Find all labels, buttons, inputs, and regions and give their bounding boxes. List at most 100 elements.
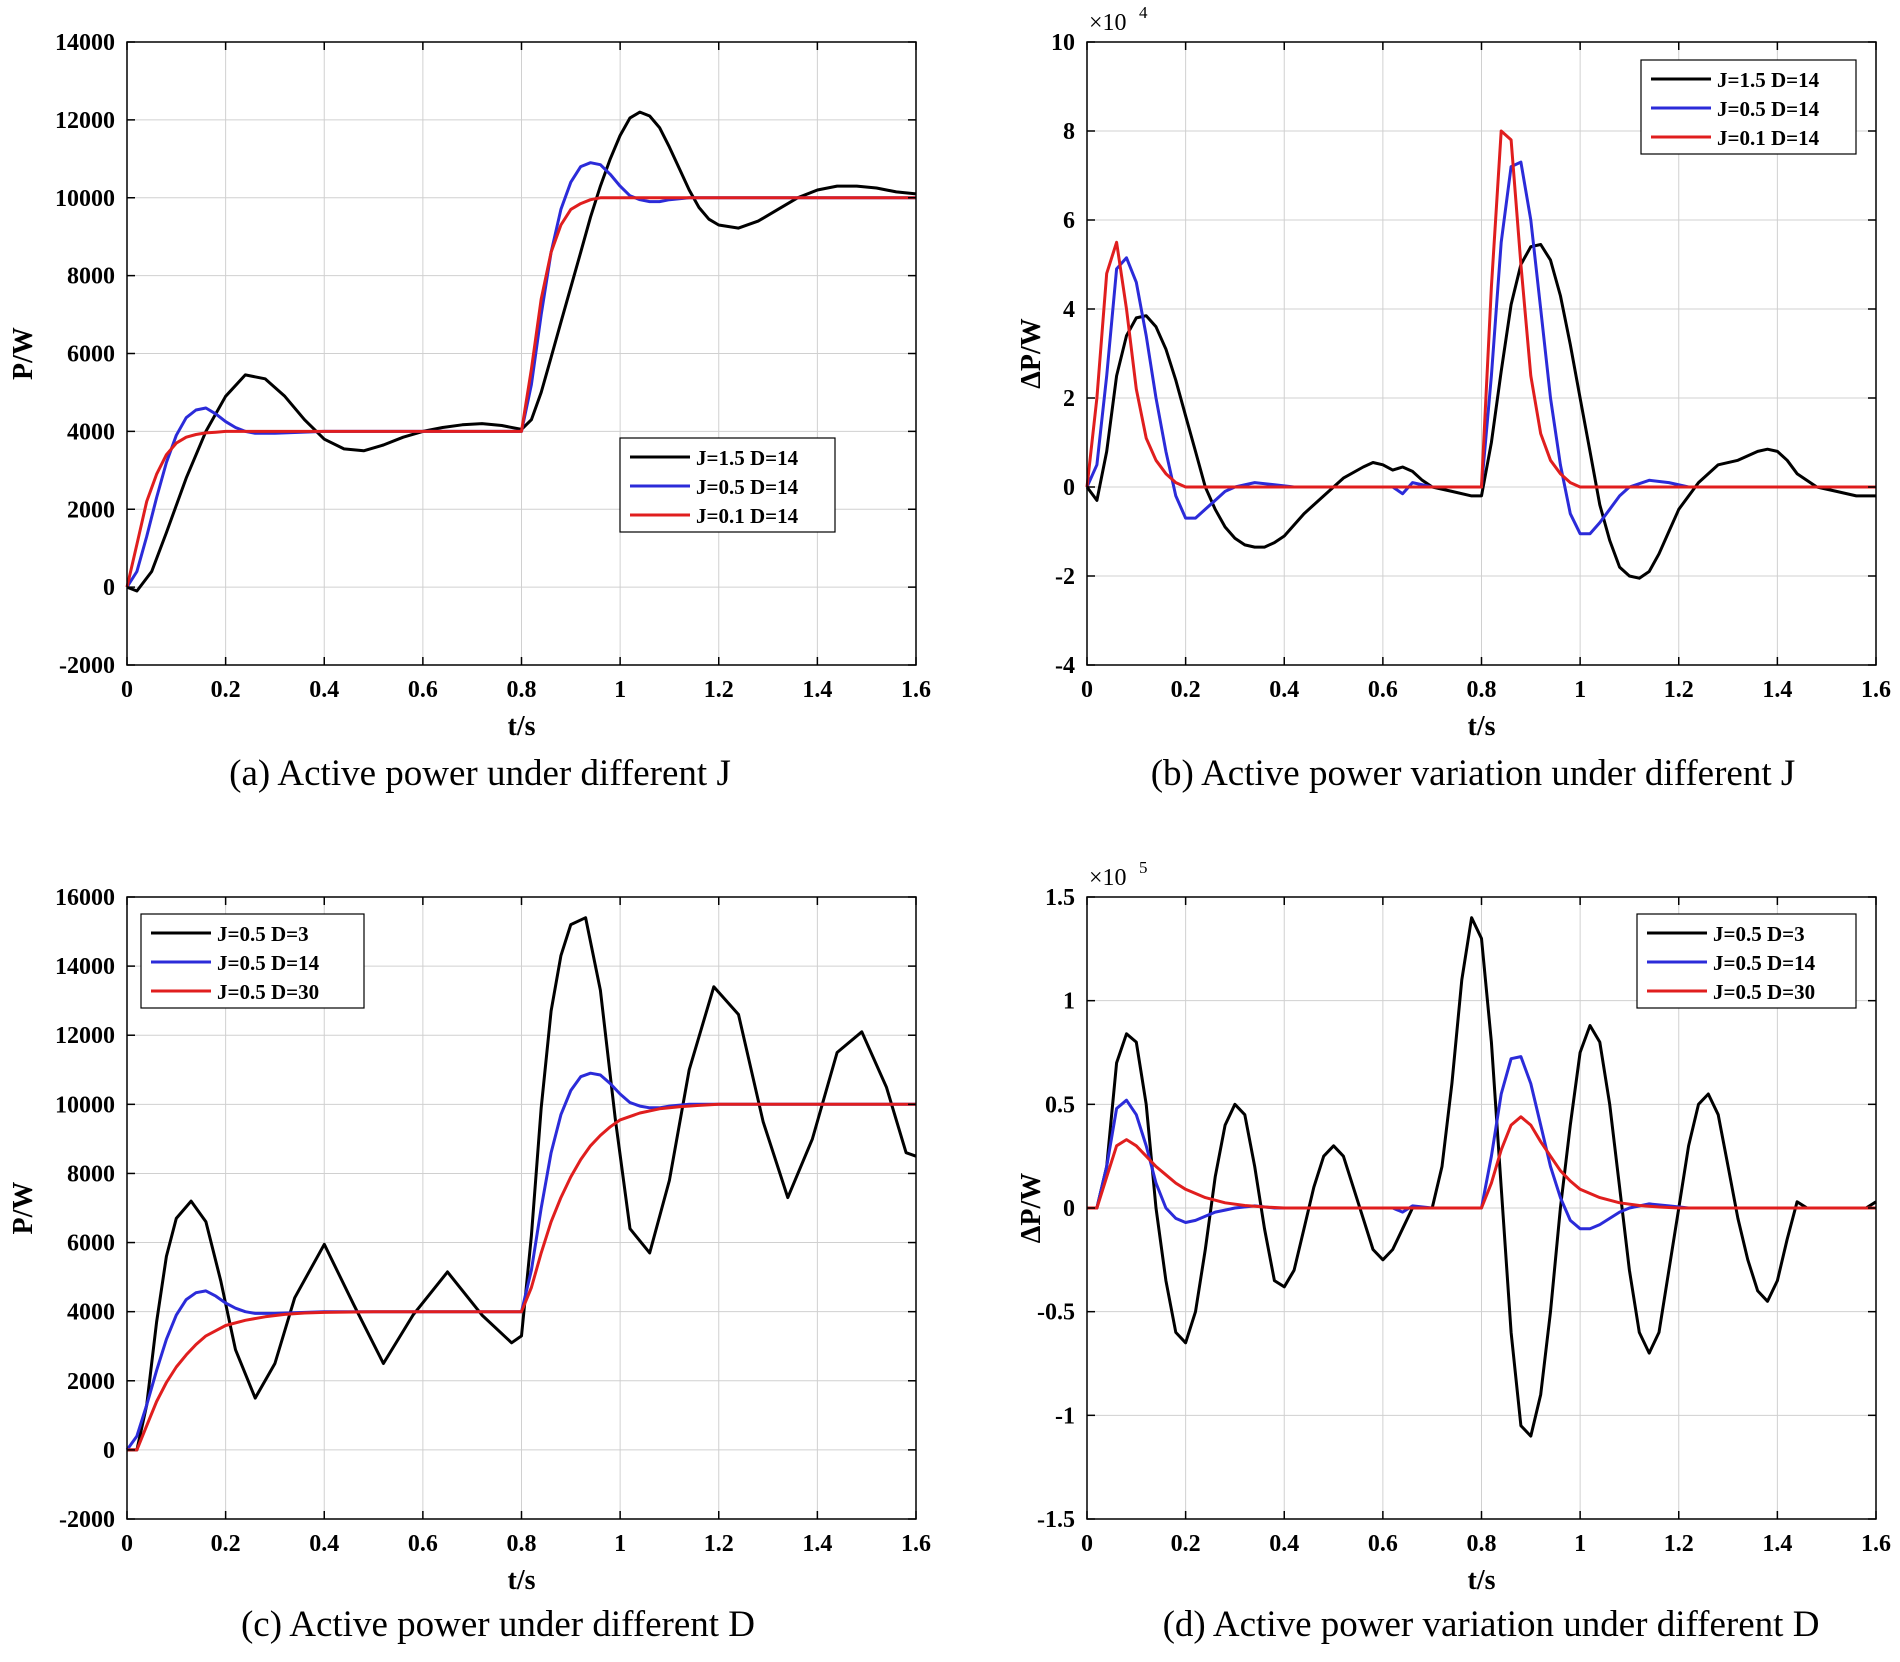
y-tick-label: 6000 (67, 342, 115, 368)
y-tick-label: 0 (1063, 475, 1075, 501)
x-tick-label: 0.6 (408, 677, 438, 703)
x-tick-label: 1.6 (1861, 677, 1891, 703)
x-tick-label: 0.6 (1368, 1531, 1398, 1557)
panel-caption: (b) Active power variation under differe… (1151, 753, 1796, 794)
legend-label: J=0.5 D=14 (1713, 951, 1816, 975)
y-tick-label: 0.5 (1045, 1092, 1075, 1118)
axis-exponent-power: 4 (1139, 3, 1148, 22)
x-tick-label: 0.2 (211, 677, 241, 703)
x-tick-label: 1.2 (1664, 1531, 1694, 1557)
series-line (127, 1102, 916, 1452)
legend-label: J=0.5 D=3 (217, 922, 309, 946)
x-tick-label: 0.8 (1467, 677, 1497, 703)
y-tick-label: 8000 (67, 264, 115, 290)
y-axis-label: ΔP/W (1016, 1173, 1047, 1243)
y-tick-label: -1 (1055, 1403, 1075, 1429)
series-line (125, 196, 916, 588)
x-tick-label: 0.4 (1269, 677, 1299, 703)
panel-b: 0 0.2 0.4 0.6 0.8 1 1.2 1.4 1.6 -4 -2 0 2 4 6 8 10 ×10 4 t/… (1016, 3, 1891, 794)
series-line (1085, 129, 1876, 489)
x-tick-label: 0 (1081, 677, 1093, 703)
panel-caption: (a) Active power under different J (229, 753, 731, 794)
x-tick-label: 1 (1574, 1531, 1586, 1557)
x-tick-label: 1.4 (802, 677, 832, 703)
y-tick-label: 14000 (55, 30, 115, 56)
y-tick-label: 4 (1063, 297, 1075, 323)
x-tick-label: 1.4 (1762, 677, 1792, 703)
x-tick-label: 0.2 (1171, 1531, 1201, 1557)
series-line (127, 916, 917, 1452)
y-tick-label: 8000 (67, 1161, 115, 1187)
legend-label: J=0.1 D=14 (696, 504, 799, 528)
series-line (1085, 243, 1876, 580)
legend-label: J=0.5 D=30 (1713, 980, 1815, 1004)
series-line (1085, 160, 1876, 536)
panel-caption: (c) Active power under different D (241, 1604, 755, 1645)
x-tick-label: 1.4 (802, 1531, 832, 1557)
x-tick-label: 0.2 (1171, 677, 1201, 703)
y-tick-label: 2 (1063, 386, 1075, 412)
x-tick-label: 0.8 (507, 677, 537, 703)
y-tick-label: 14000 (55, 954, 115, 980)
series-line (1087, 1115, 1876, 1210)
y-tick-label: 16000 (55, 885, 115, 911)
y-tick-label: 4000 (67, 1300, 115, 1326)
legend-label: J=1.5 D=14 (1717, 68, 1820, 92)
x-tick-label: 1.6 (1861, 1531, 1891, 1557)
y-tick-label: -4 (1055, 653, 1075, 679)
y-tick-label: 4000 (67, 419, 115, 445)
y-tick-label: 2000 (67, 497, 115, 523)
x-tick-label: 0.4 (309, 1531, 339, 1557)
x-tick-label: 1.2 (704, 1531, 734, 1557)
x-tick-label: 1 (614, 677, 626, 703)
y-tick-label: -2000 (59, 653, 115, 679)
x-axis-label: t/s (508, 711, 536, 742)
y-tick-label: 6000 (67, 1231, 115, 1257)
axis-exponent-power: 5 (1139, 858, 1148, 877)
y-axis-label: P/W (8, 1182, 39, 1235)
x-tick-label: 0.6 (408, 1531, 438, 1557)
y-tick-label: -2000 (59, 1507, 115, 1533)
x-tick-label: 0.6 (1368, 677, 1398, 703)
panel-c: 0 0.2 0.4 0.6 0.8 1 1.2 1.4 1.6-2000020004000600… (8, 885, 931, 1645)
legend-label: J=0.1 D=14 (1717, 126, 1820, 150)
series-line (125, 161, 916, 588)
y-tick-label: 1 (1063, 989, 1075, 1015)
x-tick-label: 1.2 (1664, 677, 1694, 703)
x-tick-label: 1 (1574, 677, 1586, 703)
legend-label: J=0.5 D=14 (696, 475, 799, 499)
panel-d: 0 0.2 0.4 0.6 0.8 1 1.2 1.4 1.6 -1.5 -1 -0.5 0 0.5 1 1.… (1016, 858, 1891, 1645)
panel-caption: (d) Active power variation under differe… (1163, 1604, 1820, 1645)
y-tick-label: 2000 (67, 1369, 115, 1395)
y-axis-label: ΔP/W (1016, 318, 1047, 388)
y-tick-label: 12000 (55, 1023, 115, 1049)
x-tick-label: 0.8 (507, 1531, 537, 1557)
y-tick-label: 10000 (55, 1092, 115, 1118)
y-tick-label: 1.5 (1045, 885, 1075, 911)
y-axis-label: P/W (8, 327, 39, 380)
y-tick-label: 0 (103, 1438, 115, 1464)
y-tick-label: 10 (1051, 30, 1075, 56)
series-line (126, 110, 917, 593)
x-tick-label: 1.2 (704, 677, 734, 703)
x-tick-label: 1.6 (901, 677, 931, 703)
x-tick-label: 0.4 (1269, 1531, 1299, 1557)
x-axis-label: t/s (1468, 1565, 1496, 1596)
x-tick-label: 0 (1081, 1531, 1093, 1557)
x-tick-label: 0.4 (309, 677, 339, 703)
panel-a: 0 0.2 0.4 0.6 0.8 1 1.2 1.4 1.6-2000020004000600… (8, 30, 931, 794)
x-tick-label: 1 (614, 1531, 626, 1557)
x-tick-label: 0 (121, 1531, 133, 1557)
y-tick-label: 8 (1063, 119, 1075, 145)
legend-label: J=0.5 D=3 (1713, 922, 1805, 946)
axis-exponent: ×10 (1089, 10, 1127, 36)
legend-label: J=0.5 D=14 (1717, 97, 1820, 121)
y-tick-label: 10000 (55, 186, 115, 212)
legend-label: J=1.5 D=14 (696, 446, 799, 470)
y-tick-label: -2 (1055, 564, 1075, 590)
x-axis-label: t/s (508, 1565, 536, 1596)
x-axis-label: t/s (1468, 711, 1496, 742)
y-tick-label: 6 (1063, 208, 1075, 234)
y-tick-label: -1.5 (1037, 1507, 1075, 1533)
